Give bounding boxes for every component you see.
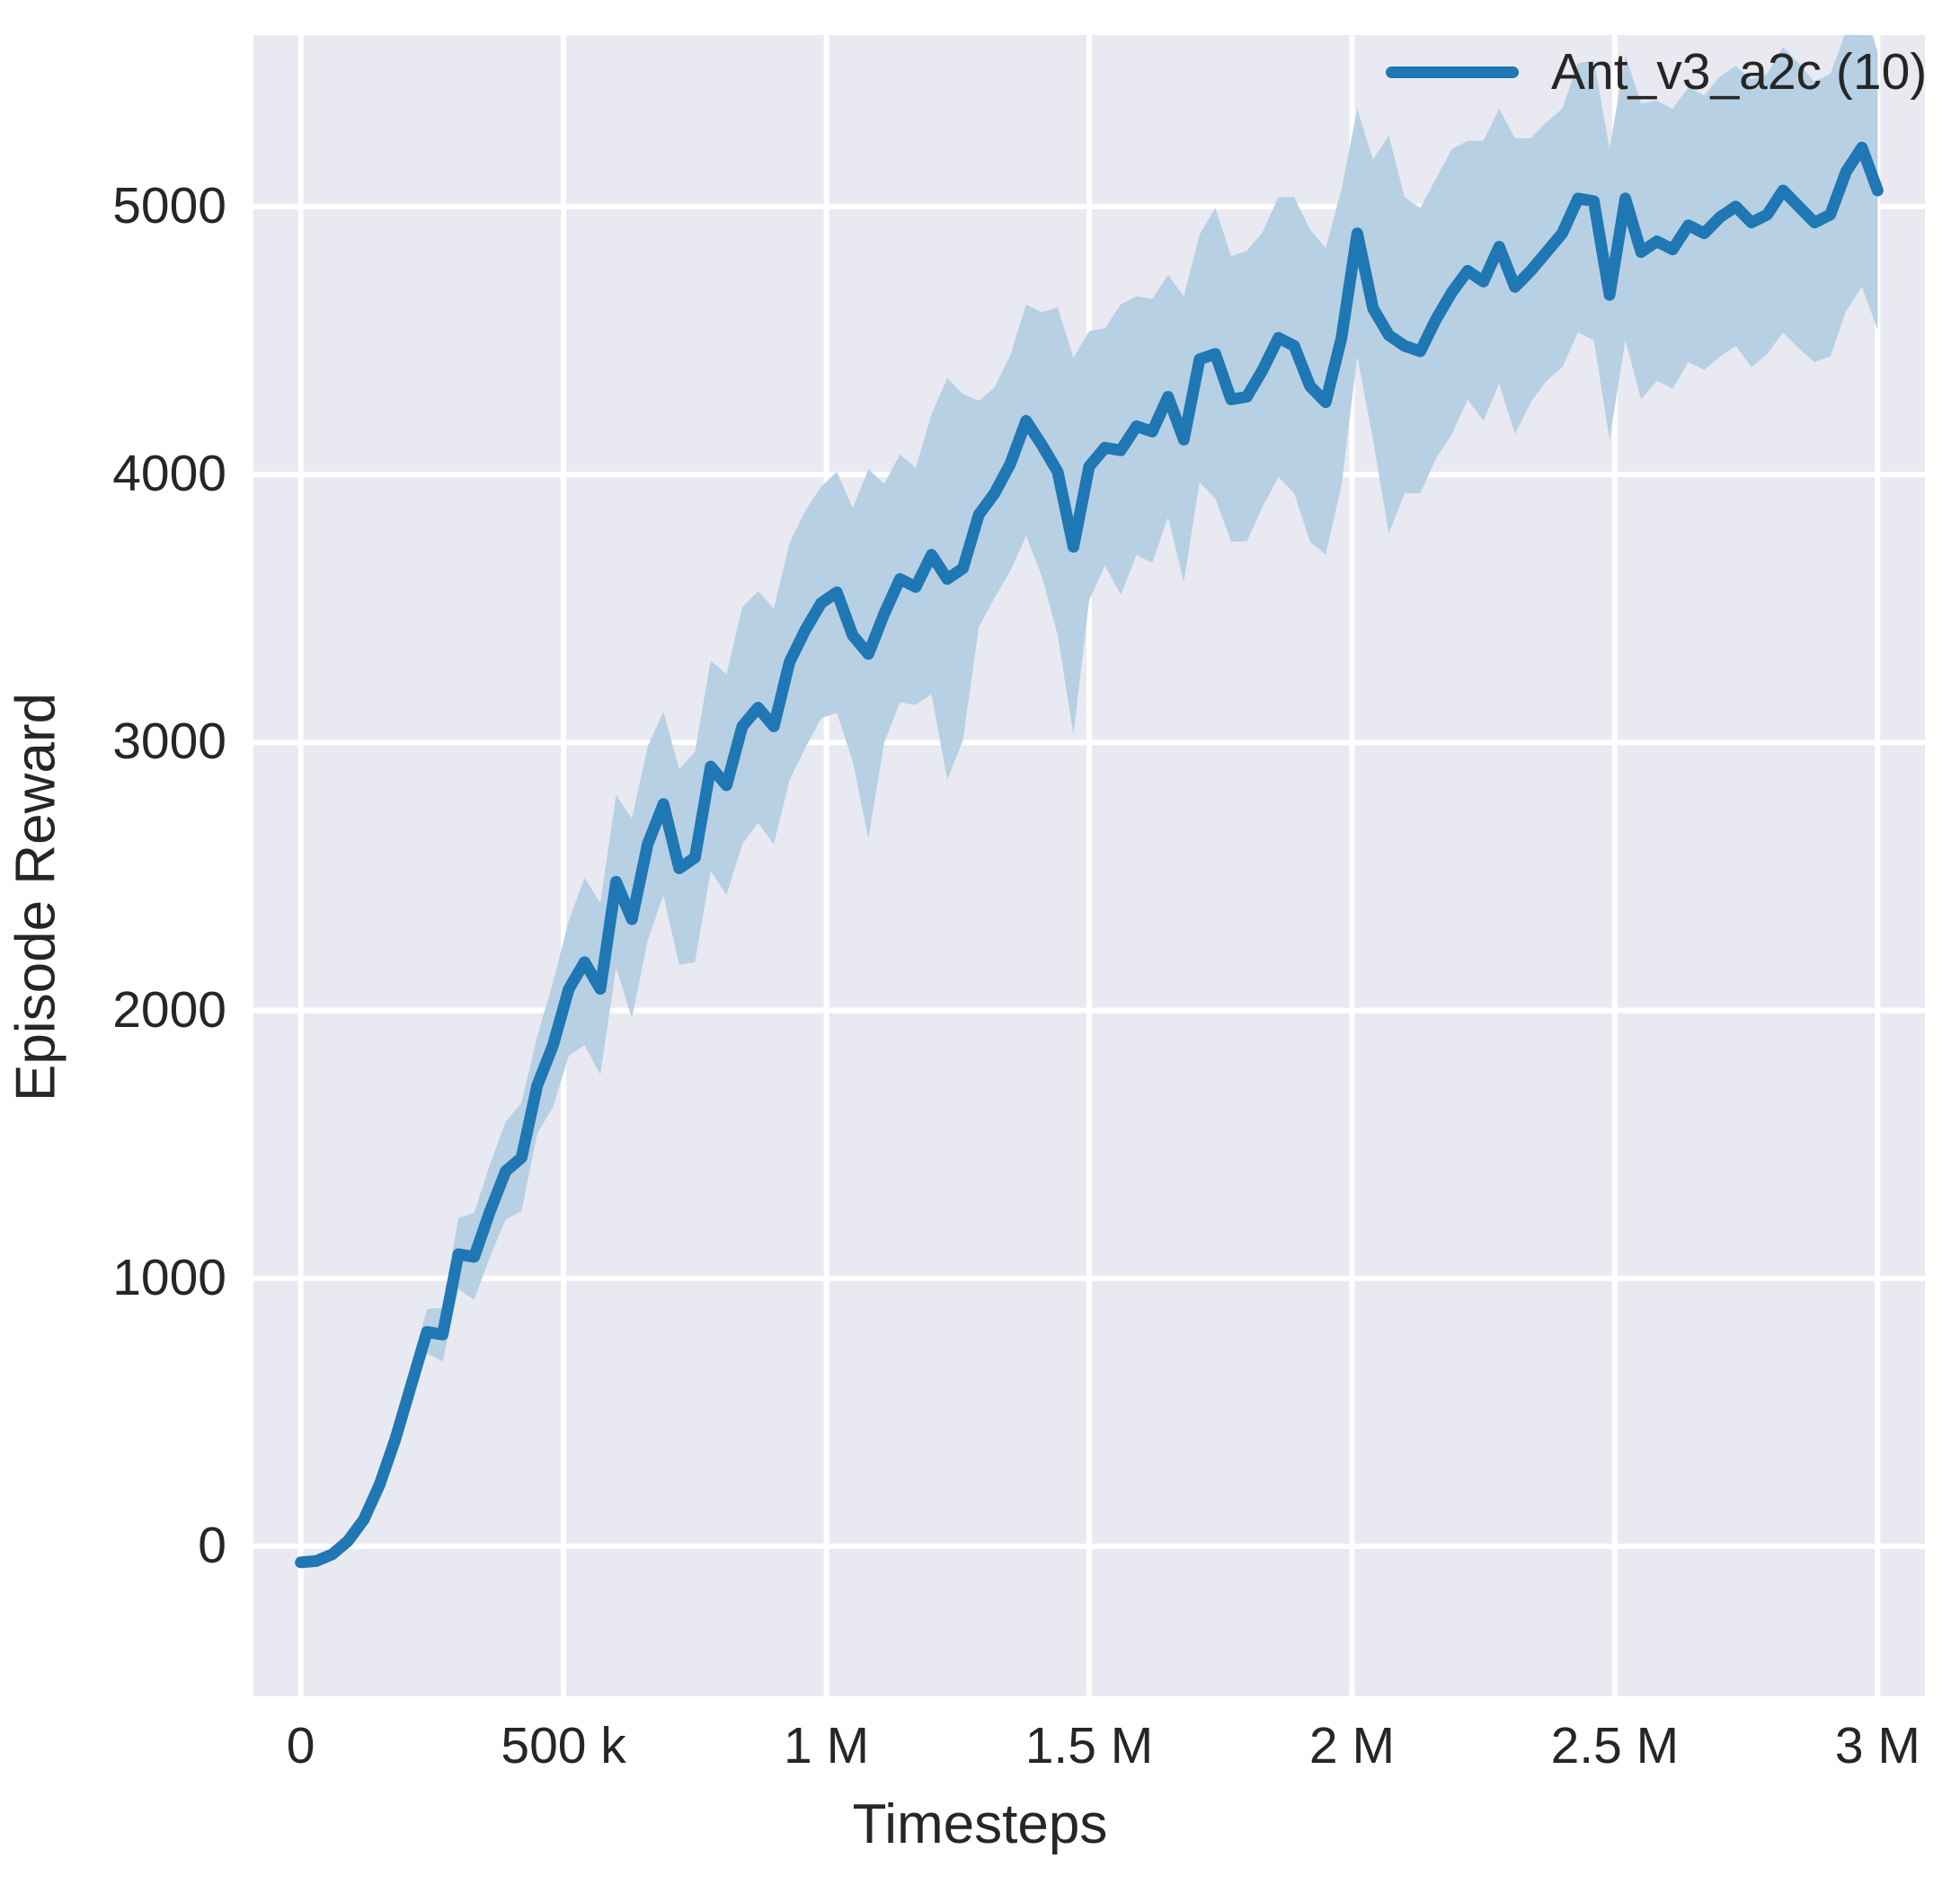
y-tick-label: 0: [198, 1516, 226, 1574]
x-tick-label: 2 M: [1308, 1717, 1395, 1774]
x-tick-label: 2.5 M: [1550, 1717, 1680, 1774]
y-tick-label: 3000: [112, 712, 226, 771]
chart-legend: Ant_v3_a2c (10): [1379, 43, 1934, 102]
x-axis-title: Timesteps: [852, 1793, 1108, 1855]
y-tick-label: 5000: [112, 176, 226, 235]
legend-line-swatch: [1386, 66, 1519, 78]
x-tick-label: 1 M: [784, 1717, 870, 1774]
y-tick-label: 1000: [112, 1248, 226, 1306]
legend-label: Ant_v3_a2c (10): [1551, 43, 1928, 101]
x-tick-label: 0: [286, 1717, 315, 1774]
x-tick-label: 1.5 M: [1024, 1717, 1154, 1774]
y-tick-label: 4000: [112, 445, 226, 503]
x-tick-label: 3 M: [1834, 1717, 1920, 1774]
x-tick-label: 500 k: [501, 1717, 626, 1774]
series-line: [253, 35, 1925, 1696]
confidence-band: [300, 35, 1878, 1565]
y-tick-label: 2000: [112, 980, 226, 1039]
plot-area: [253, 35, 1925, 1696]
y-axis-title: Episode Reward: [4, 693, 67, 1102]
